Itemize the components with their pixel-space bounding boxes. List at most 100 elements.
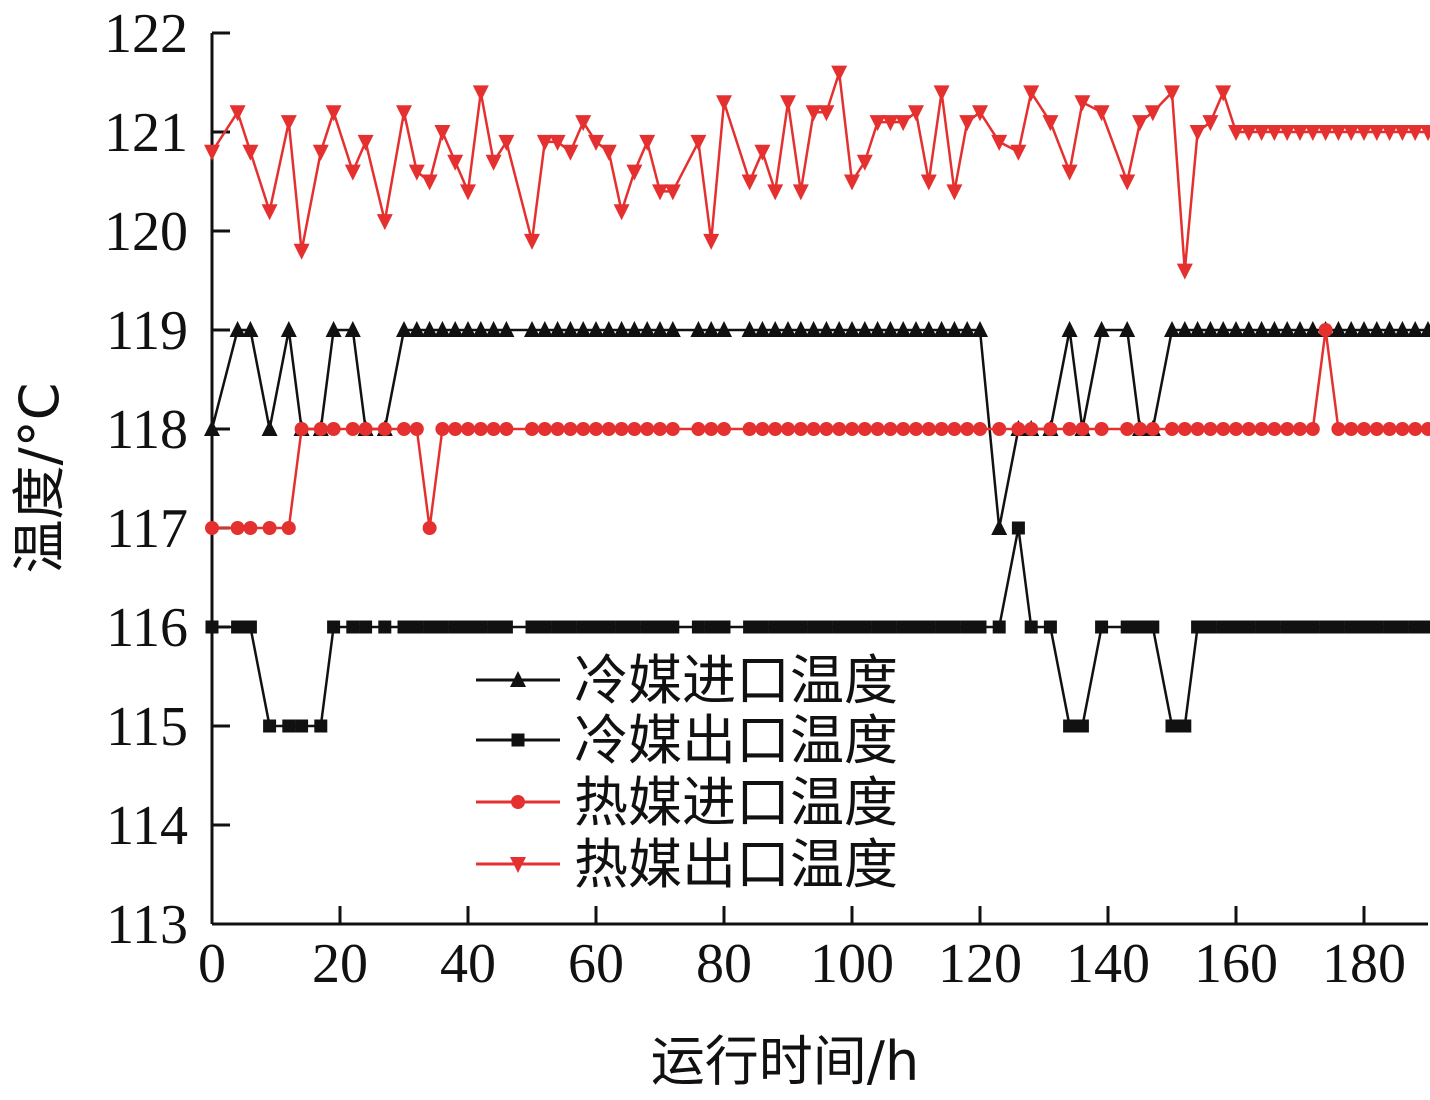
circle-marker [499, 422, 514, 436]
triangle-down-marker [831, 65, 848, 82]
triangle-up-marker [229, 321, 246, 337]
square-marker [992, 620, 1006, 634]
triangle-down-marker [280, 115, 297, 132]
x-tick-label: 80 [696, 933, 752, 995]
circle-marker [1062, 422, 1077, 436]
triangle-down-marker [972, 105, 988, 122]
triangle-down-marker [1010, 144, 1027, 161]
square-marker [1203, 620, 1217, 634]
square-marker [410, 620, 424, 634]
square-marker [1011, 521, 1025, 535]
triangle-up-marker [242, 321, 259, 337]
triangle-down-marker [895, 115, 912, 132]
square-marker [640, 620, 654, 634]
circle-marker [1165, 422, 1179, 436]
square-marker [1075, 719, 1089, 733]
circle-marker [281, 521, 296, 535]
square-marker [1242, 620, 1256, 634]
square-marker [589, 620, 603, 634]
triangle-up-marker [204, 420, 220, 436]
circle-marker [486, 422, 501, 436]
triangle-down-marker [498, 134, 515, 151]
axes: 113 114 115 116 117 118 119 120 121 122 0 20 40 60 80 1… [104, 3, 1428, 995]
triangle-up-marker [344, 321, 361, 337]
triangle-down-marker [1061, 164, 1078, 181]
square-marker [538, 620, 552, 634]
x-tick-label: 40 [440, 933, 496, 995]
square-marker [499, 620, 513, 634]
triangle-down-marker [844, 174, 860, 191]
x-tick-label: 0 [198, 933, 226, 995]
triangle-down-marker [588, 134, 604, 151]
triangle-up-marker [408, 321, 425, 337]
square-marker [858, 620, 872, 634]
triangle-up-marker [754, 321, 771, 337]
triangle-up-marker [908, 321, 924, 337]
circle-marker [1043, 422, 1058, 436]
triangle-down-marker [1279, 125, 1296, 141]
square-marker [1120, 620, 1134, 634]
square-marker [435, 620, 449, 634]
circle-marker [1280, 422, 1295, 436]
circle-marker [1382, 422, 1397, 436]
triangle-down-marker [767, 184, 784, 201]
triangle-up-marker [421, 321, 438, 337]
square-marker [1024, 620, 1038, 634]
triangle-down-marker [524, 233, 540, 250]
circle-marker [1293, 422, 1307, 436]
triangle-down-marker [376, 214, 393, 231]
triangle-up-marker [549, 321, 566, 337]
triangle-down-marker [325, 105, 342, 122]
triangle-down-marker [1202, 115, 1219, 132]
circle-marker [1075, 422, 1090, 436]
triangle-down-marker [1074, 95, 1091, 112]
square-marker [1229, 620, 1243, 634]
triangle-up-marker [1266, 321, 1283, 337]
triangle-down-marker [510, 857, 526, 873]
triangle-up-marker [959, 321, 976, 337]
triangle-up-marker [1253, 321, 1270, 337]
triangle-down-marker [959, 115, 976, 132]
triangle-up-marker [1189, 321, 1206, 337]
triangle-down-marker [664, 184, 681, 201]
triangle-up-marker [664, 321, 681, 337]
square-marker [295, 719, 309, 733]
square-marker [935, 620, 949, 634]
circle-marker [205, 521, 219, 535]
square-marker [1255, 620, 1269, 634]
triangle-down-marker [229, 105, 246, 122]
square-marker [1319, 620, 1333, 634]
square-marker [1146, 620, 1160, 634]
y-tick-label: 122 [104, 3, 188, 65]
square-marker [1383, 620, 1397, 634]
triangle-down-marker [1042, 115, 1059, 132]
triangle-up-marker [869, 321, 886, 337]
square-marker [1095, 620, 1109, 634]
triangle-up-marker [588, 321, 604, 337]
circle-marker [1408, 422, 1423, 436]
triangle-up-marker [805, 321, 822, 337]
triangle-down-marker [1266, 125, 1283, 141]
series-line [210, 71, 1428, 272]
triangle-up-marker [831, 321, 848, 337]
square-marker [1165, 719, 1179, 733]
circle-marker [819, 422, 834, 436]
circle-marker [262, 521, 277, 535]
square-marker [1267, 620, 1281, 634]
triangle-up-marker [1420, 321, 1430, 337]
triangle-up-marker [882, 321, 899, 337]
triangle-up-marker [325, 321, 342, 337]
triangle-up-marker [1164, 321, 1180, 337]
triangle-up-marker [485, 321, 502, 337]
circle-marker [397, 422, 411, 436]
square-marker [845, 620, 859, 634]
circle-marker [704, 422, 719, 436]
circle-marker [1177, 422, 1192, 436]
triangle-up-marker [856, 321, 873, 337]
circle-marker [896, 422, 911, 436]
square-marker [947, 620, 961, 634]
triangle-down-marker [575, 115, 592, 132]
triangle-up-marker [1330, 321, 1347, 337]
triangle-up-marker [1093, 321, 1110, 337]
